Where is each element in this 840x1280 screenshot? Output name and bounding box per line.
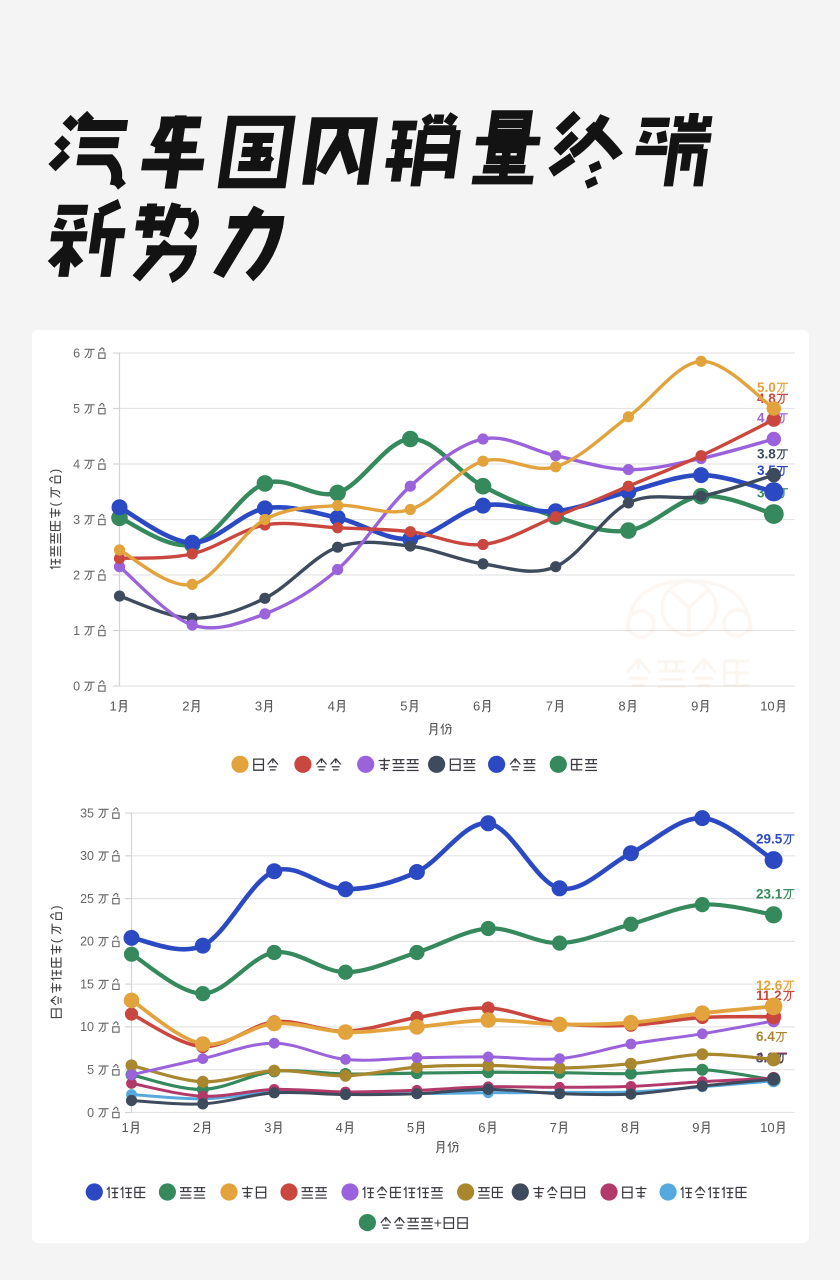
svg-text:7: 7 bbox=[546, 699, 553, 714]
svg-text:0: 0 bbox=[87, 1106, 94, 1120]
svg-text:2: 2 bbox=[193, 1120, 200, 1135]
svg-text:): ) bbox=[48, 469, 63, 473]
svg-text:3: 3 bbox=[255, 699, 262, 714]
svg-text:4: 4 bbox=[328, 699, 335, 714]
svg-text:4: 4 bbox=[336, 1120, 343, 1135]
svg-text:5: 5 bbox=[87, 1063, 94, 1077]
svg-text:(: ( bbox=[48, 502, 63, 507]
svg-text:3.8: 3.8 bbox=[757, 447, 776, 462]
svg-text:1: 1 bbox=[122, 1120, 129, 1135]
svg-text:10: 10 bbox=[760, 699, 774, 714]
svg-text:30: 30 bbox=[80, 849, 94, 863]
svg-text:5.0: 5.0 bbox=[757, 380, 776, 395]
svg-text:5: 5 bbox=[73, 402, 80, 416]
svg-text:): ) bbox=[49, 905, 64, 909]
svg-text:1: 1 bbox=[110, 699, 117, 714]
svg-text:7: 7 bbox=[550, 1120, 557, 1135]
svg-text:2: 2 bbox=[182, 699, 189, 714]
svg-text:6: 6 bbox=[478, 1120, 485, 1135]
svg-text:3: 3 bbox=[264, 1120, 271, 1135]
svg-text:25: 25 bbox=[80, 892, 94, 906]
svg-text:8: 8 bbox=[618, 699, 625, 714]
svg-text:3: 3 bbox=[73, 513, 80, 527]
svg-text:6: 6 bbox=[473, 699, 480, 714]
svg-text:9: 9 bbox=[692, 1120, 699, 1135]
svg-text:1: 1 bbox=[73, 624, 80, 638]
svg-text:8: 8 bbox=[621, 1120, 628, 1135]
svg-text:0: 0 bbox=[73, 679, 80, 693]
svg-text:4: 4 bbox=[73, 457, 80, 471]
svg-text:6: 6 bbox=[73, 346, 80, 360]
svg-text:9: 9 bbox=[691, 699, 698, 714]
svg-text:5: 5 bbox=[407, 1120, 414, 1135]
svg-text:23.1: 23.1 bbox=[756, 886, 783, 901]
svg-text:(: ( bbox=[49, 938, 64, 943]
svg-text:5: 5 bbox=[400, 699, 407, 714]
svg-text:10: 10 bbox=[80, 1020, 94, 1034]
svg-text:6.4: 6.4 bbox=[756, 1029, 775, 1044]
svg-text:15: 15 bbox=[80, 977, 94, 991]
svg-text:+: + bbox=[434, 1215, 442, 1231]
svg-text:12.6: 12.6 bbox=[756, 978, 783, 993]
svg-text:2: 2 bbox=[73, 568, 80, 582]
svg-text:35: 35 bbox=[80, 806, 94, 820]
svg-text:29.5: 29.5 bbox=[756, 832, 783, 847]
svg-text:20: 20 bbox=[80, 935, 94, 949]
svg-text:10: 10 bbox=[760, 1120, 774, 1135]
